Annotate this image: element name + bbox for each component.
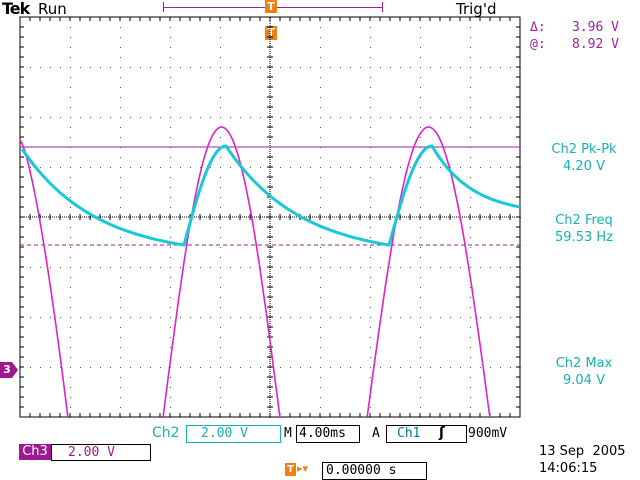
measurement-value: 9.04 V — [563, 373, 605, 388]
cursor-delta-symbol: Δ: — [530, 20, 546, 35]
time-label: 14:06:15 — [539, 461, 598, 476]
cursor-at-symbol: @: — [530, 37, 546, 52]
trigger-position-icon: T — [285, 463, 296, 476]
run-status: Run — [38, 0, 67, 18]
timebase-prefix: M — [284, 426, 292, 441]
measurement-value: 59.53 Hz — [555, 230, 613, 245]
trigger-source: Ch1 — [397, 426, 421, 441]
ch2-scale-box[interactable]: 2.00 V — [186, 425, 281, 443]
timebase-box[interactable]: 4.00ms — [296, 425, 360, 443]
date-label: 13 Sep 2005 — [539, 444, 626, 459]
trigger-slope-icon: ʃ — [439, 425, 445, 441]
graticule-grid — [19, 16, 521, 418]
ch3-waveform — [19, 126, 491, 419]
measurement-value: 4.20 V — [563, 159, 605, 174]
ch2-label[interactable]: Ch2 — [152, 425, 180, 441]
ch2-scale-value: 2.00 V — [201, 426, 248, 441]
measurement-ch2-freq: Ch2 Freq 59.53 Hz — [524, 212, 640, 246]
ch3-scale-value: 2.00 V — [68, 445, 115, 460]
trigger-source-box[interactable]: Ch1 ʃ — [386, 425, 467, 443]
ch3-scale-box[interactable]: 2.00 V — [51, 444, 151, 461]
measurement-ch2-pkpk: Ch2 Pk-Pk 4.20 V — [524, 141, 640, 175]
timebase-value: 4.00ms — [299, 426, 346, 441]
measurement-label: Ch2 Pk-Pk — [551, 142, 617, 157]
cursor-at-value: 8.92 V — [572, 37, 619, 52]
brand-logo: Tek — [2, 0, 30, 18]
trigger-position-value: 0.00000 s — [326, 463, 397, 478]
trigger-position-marker[interactable]: T — [265, 0, 277, 13]
ch3-label-badge[interactable]: Ch3 — [19, 444, 51, 460]
trigger-mode: A — [372, 426, 380, 441]
cursor-delta-value: 3.96 V — [572, 20, 619, 35]
ch2-waveform — [20, 144, 521, 247]
trigger-status: Trig'd — [456, 0, 497, 18]
measurement-ch2-max: Ch2 Max 9.04 V — [524, 355, 640, 389]
trigger-level: 900mV — [468, 426, 508, 441]
trigger-position-box[interactable]: 0.00000 s — [322, 462, 427, 480]
trigger-position-arrow-icon: ▸▾ — [297, 462, 309, 475]
measurement-label: Ch2 Freq — [555, 213, 613, 228]
measurement-label: Ch2 Max — [555, 356, 613, 371]
